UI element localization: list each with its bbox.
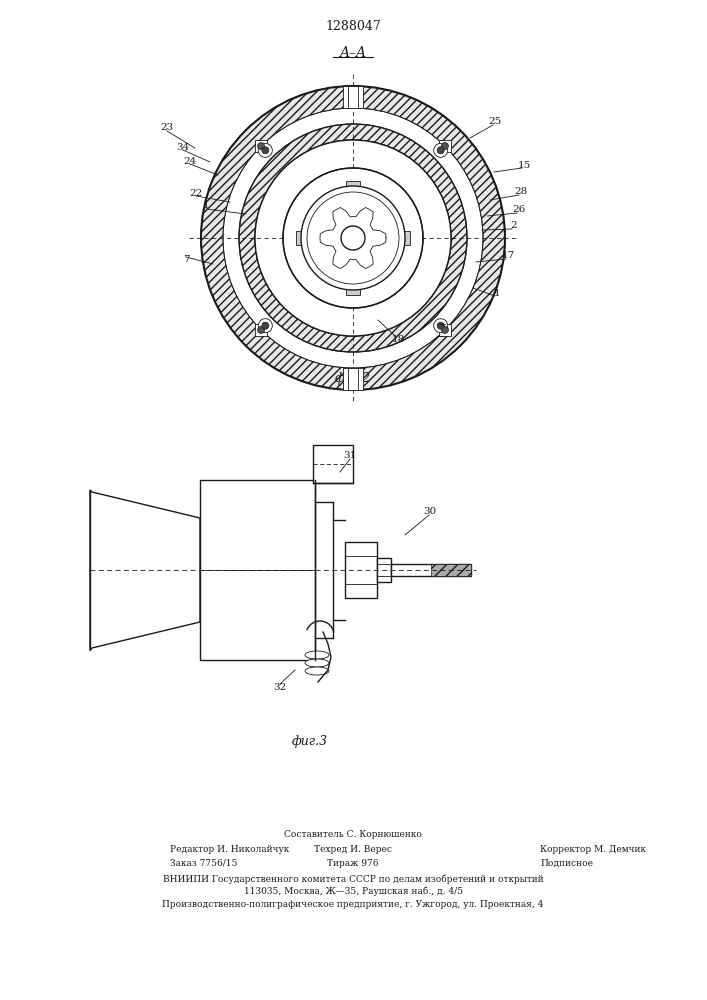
Text: 1288047: 1288047 [325, 20, 381, 33]
Text: 31: 31 [344, 450, 356, 460]
Circle shape [341, 226, 365, 250]
Text: 26: 26 [513, 206, 525, 215]
FancyBboxPatch shape [255, 140, 267, 152]
Text: Подписное: Подписное [540, 859, 593, 868]
FancyBboxPatch shape [439, 324, 451, 336]
Text: A–A: A–A [339, 46, 366, 60]
Text: Составитель С. Корнюшенко: Составитель С. Корнюшенко [284, 830, 422, 839]
Text: 7: 7 [182, 255, 189, 264]
Text: 28: 28 [515, 188, 527, 196]
Text: 25: 25 [489, 117, 502, 126]
Text: Редактор И. Николайчук: Редактор И. Николайчук [170, 845, 289, 854]
Bar [296, 231, 318, 245]
Text: фиг.3: фиг.3 [292, 735, 328, 748]
Bar [391, 564, 471, 576]
Text: Техред И. Верес: Техред И. Верес [314, 845, 392, 854]
Bar [343, 86, 363, 108]
Bar [431, 564, 471, 576]
Circle shape [441, 143, 448, 150]
Text: Корректор М. Демчик: Корректор М. Демчик [540, 845, 646, 854]
Bar [319, 204, 387, 272]
Ellipse shape [305, 659, 329, 667]
Bar [345, 542, 377, 598]
Text: 2: 2 [510, 222, 518, 231]
FancyBboxPatch shape [439, 140, 451, 152]
Bar [346, 273, 360, 295]
Text: 17: 17 [501, 251, 515, 260]
Text: 22: 22 [189, 188, 203, 198]
Wedge shape [201, 86, 505, 390]
Bar [200, 480, 315, 660]
Text: 113035, Москва, Ж—35, Раушская наб., д. 4/5: 113035, Москва, Ж—35, Раушская наб., д. … [243, 887, 462, 896]
Circle shape [433, 319, 448, 333]
Text: Заказ 7756/15: Заказ 7756/15 [170, 859, 238, 868]
Text: Производственно-полиграфическое предприятие, г. Ужгород, ул. Проектная, 4: Производственно-полиграфическое предприя… [163, 900, 544, 909]
Circle shape [262, 322, 269, 329]
Text: 1: 1 [203, 202, 209, 211]
Bar [377, 558, 391, 582]
Circle shape [258, 143, 272, 157]
Circle shape [257, 143, 264, 150]
Circle shape [255, 140, 451, 336]
Circle shape [262, 147, 269, 154]
Wedge shape [239, 124, 467, 352]
Text: Тираж 976: Тираж 976 [327, 859, 379, 868]
Text: 30: 30 [423, 508, 437, 516]
Circle shape [301, 186, 405, 290]
Circle shape [257, 326, 264, 333]
Text: фиг.2: фиг.2 [335, 372, 371, 385]
Bar [388, 231, 410, 245]
Circle shape [433, 143, 448, 157]
Circle shape [441, 326, 448, 333]
Bar [313, 445, 353, 483]
Text: 32: 32 [274, 684, 286, 692]
Text: 1: 1 [493, 288, 501, 298]
Ellipse shape [305, 651, 329, 659]
Bar [346, 181, 360, 203]
Text: 24: 24 [183, 156, 197, 165]
Circle shape [283, 168, 423, 308]
Text: ВНИИПИ Государственного комитета СССР по делам изобретений и открытий: ВНИИПИ Государственного комитета СССР по… [163, 874, 544, 884]
Bar [343, 368, 363, 390]
Polygon shape [90, 490, 200, 650]
Ellipse shape [305, 667, 329, 675]
Text: 23: 23 [160, 123, 174, 132]
Text: 34: 34 [176, 142, 189, 151]
Circle shape [437, 147, 444, 154]
FancyBboxPatch shape [255, 324, 267, 336]
Circle shape [437, 322, 444, 329]
Text: 15: 15 [518, 160, 531, 169]
Circle shape [258, 319, 272, 333]
Text: 18: 18 [392, 336, 404, 344]
